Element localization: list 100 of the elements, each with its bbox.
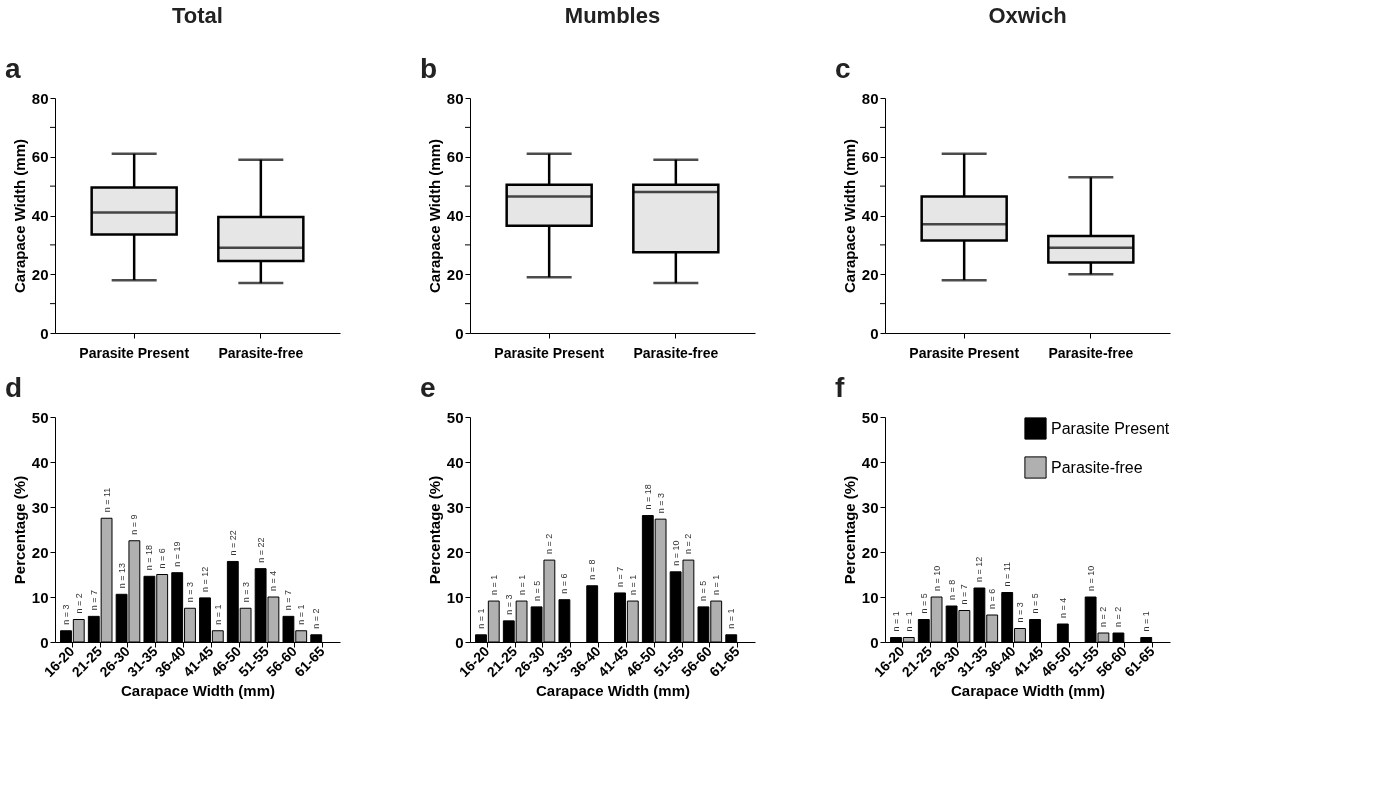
annotation: n = 3 — [655, 492, 666, 514]
y-tick-label: 80 — [31, 89, 49, 107]
y-tick-label: 40 — [861, 453, 879, 471]
y-tick-label: 0 — [40, 324, 49, 342]
annotation: n = 11 — [101, 487, 112, 513]
y-tick-label: 10 — [31, 588, 49, 606]
y-tick-label: 10 — [861, 588, 879, 606]
y-tick-label: 60 — [861, 148, 879, 166]
annotation: n = 5 — [531, 580, 542, 601]
annotation: n = 7 — [959, 584, 970, 605]
annotation: n = 19 — [172, 541, 183, 567]
annotation: n = 2 — [311, 608, 322, 629]
annotation: n = 8 — [946, 579, 957, 600]
y-tick-label: 20 — [446, 543, 464, 561]
annotation: n = 6 — [157, 548, 168, 569]
annotation: n = 5 — [1030, 593, 1041, 614]
annotation: n = 7 — [88, 590, 99, 611]
y-tick-label: 20 — [861, 543, 879, 561]
annotation: n = 10 — [1085, 565, 1096, 591]
x-axis-title: Carapace Width (mm) — [950, 681, 1106, 699]
y-tick-label: 60 — [446, 148, 464, 166]
annotation: n = 9 — [129, 514, 140, 535]
y-tick-label: 0 — [870, 324, 879, 342]
y-tick-label: 80 — [861, 89, 879, 107]
annotation: n = 1 — [903, 611, 914, 632]
y-tick-label: 50 — [446, 408, 464, 426]
text: a — [5, 53, 21, 84]
annotation: n = 3 — [184, 581, 195, 603]
y-axis-title: Percentage (%) — [425, 475, 443, 585]
legend-label: Parasite Present — [1051, 419, 1170, 437]
annotation: n = 4 — [1057, 597, 1068, 618]
y-axis-title: Percentage (%) — [840, 475, 858, 585]
chart-title: Total — [172, 3, 223, 28]
annotation: n = 6 — [987, 588, 998, 609]
annotation: n = 2 — [1113, 606, 1124, 627]
y-tick-label: 40 — [861, 207, 879, 224]
annotation: n = 4 — [268, 570, 279, 591]
annotation: n = 3 — [240, 581, 251, 603]
y-tick-label: 20 — [861, 265, 879, 283]
annotation: n = 1 — [711, 574, 722, 596]
y-tick-label: 0 — [40, 633, 49, 651]
chart-title: Mumbles — [564, 3, 661, 28]
annotation: n = 2 — [544, 533, 555, 555]
annotation: n = 2 — [1098, 606, 1109, 627]
x-axis-title: Carapace Width (mm) — [535, 681, 691, 699]
annotation: n = 1 — [726, 608, 737, 629]
y-axis-title: Carapace Width (mm) — [840, 138, 858, 294]
annotation: n = 1 — [212, 604, 223, 625]
annotation: n = 1 — [475, 608, 486, 629]
x-tick-label: Parasite Present — [79, 344, 190, 361]
annotation: n = 1 — [516, 574, 527, 596]
annotation: n = 22 — [255, 537, 266, 563]
annotation: n = 3 — [503, 594, 514, 615]
annotation: n = 18 — [144, 545, 155, 571]
y-tick-label: 0 — [455, 633, 464, 651]
annotation: n = 22 — [227, 530, 238, 556]
y-tick-label: 40 — [31, 207, 49, 224]
text: b — [420, 53, 438, 84]
y-tick-label: 30 — [861, 498, 879, 516]
x-axis-title: Carapace Width (mm) — [120, 681, 276, 699]
x-tick-label: Parasite Present — [494, 344, 605, 361]
annotation: n = 3 — [1014, 602, 1025, 623]
y-tick-label: 40 — [446, 453, 464, 471]
annotation: n = 2 — [73, 593, 84, 614]
x-tick-label: Parasite Present — [909, 344, 1020, 361]
annotation: n = 1 — [627, 574, 638, 596]
text: d — [5, 372, 23, 403]
y-tick-label: 40 — [31, 453, 49, 471]
x-tick-label: Parasite-free — [218, 344, 304, 361]
annotation: n = 13 — [116, 563, 127, 589]
annotation: n = 1 — [296, 604, 307, 625]
annotation: n = 1 — [890, 611, 901, 632]
annotation: n = 7 — [283, 590, 294, 611]
y-axis-title: Carapace Width (mm) — [10, 138, 28, 294]
y-tick-label: 10 — [446, 588, 464, 606]
y-tick-label: 20 — [31, 543, 49, 561]
y-tick-label: 30 — [31, 498, 49, 516]
annotation: n = 5 — [698, 580, 709, 601]
y-tick-label: 20 — [446, 265, 464, 283]
annotation: n = 1 — [488, 574, 499, 596]
x-tick-label: Parasite-free — [1048, 344, 1134, 361]
text: e — [420, 372, 436, 403]
y-tick-label: 60 — [31, 148, 49, 166]
y-tick-label: 30 — [446, 498, 464, 516]
annotation: n = 10 — [931, 565, 942, 591]
y-tick-label: 50 — [861, 408, 879, 426]
y-axis-title: Percentage (%) — [10, 475, 28, 585]
y-tick-label: 0 — [870, 633, 879, 651]
annotation: n = 11 — [1002, 561, 1013, 587]
y-tick-label: 20 — [31, 265, 49, 283]
y-tick-label: 50 — [31, 408, 49, 426]
annotation: n = 8 — [587, 559, 598, 580]
y-axis-title: Carapace Width (mm) — [425, 138, 443, 294]
x-tick-label: Parasite-free — [633, 344, 719, 361]
annotation: n = 2 — [683, 533, 694, 555]
annotation: n = 3 — [60, 604, 71, 625]
y-tick-label: 0 — [455, 324, 464, 342]
annotation: n = 10 — [670, 540, 681, 566]
text: c — [835, 53, 851, 84]
annotation: n = 12 — [200, 566, 211, 592]
